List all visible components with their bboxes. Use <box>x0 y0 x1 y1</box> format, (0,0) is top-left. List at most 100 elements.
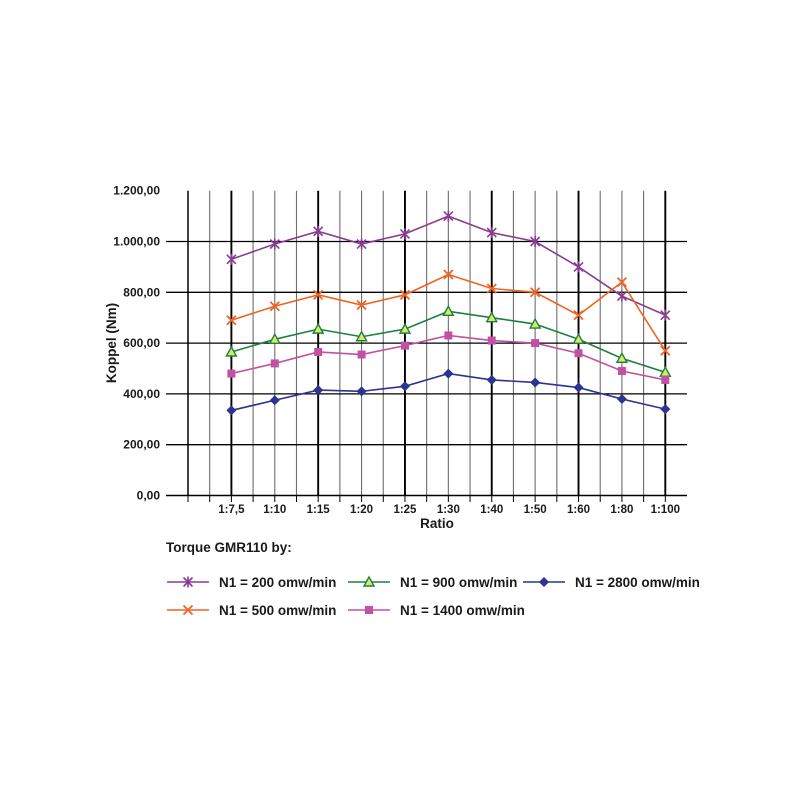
data-point <box>529 287 541 298</box>
data-point <box>399 289 411 300</box>
legend-label: N1 = 200 omw/min <box>219 574 337 590</box>
y-tick-label: 1.200,00 <box>113 184 160 198</box>
data-point <box>573 382 584 393</box>
y-tick-label: 0,00 <box>137 489 161 503</box>
x-tick-label: 1:60 <box>567 504 590 516</box>
y-axis-title: Koppel (Nm) <box>104 303 119 383</box>
data-point <box>528 317 542 329</box>
data-point <box>487 336 496 345</box>
y-tick-label: 200,00 <box>123 438 160 452</box>
data-point <box>616 393 627 404</box>
data-point <box>660 309 671 321</box>
data-point <box>530 236 541 247</box>
data-point <box>365 606 373 614</box>
data-point <box>616 277 628 288</box>
data-point <box>485 311 498 323</box>
legend-label: N1 = 900 omw/min <box>400 574 518 590</box>
data-point <box>442 304 455 317</box>
data-point <box>356 238 367 250</box>
x-tick-label: 1:80 <box>610 504 633 516</box>
legend: Torque GMR110 by: N1 = 200 omw/min N1 = … <box>166 540 700 624</box>
legend-item-n1-900: N1 = 900 omw/min <box>347 574 522 590</box>
x-tick-label: 1:25 <box>393 504 417 516</box>
data-point <box>182 576 194 588</box>
data-point <box>182 604 194 616</box>
x-marker-icon <box>166 602 210 618</box>
y-tick-label: 1.000,00 <box>113 235 160 249</box>
data-point <box>530 377 541 388</box>
axes <box>166 190 687 502</box>
data-point <box>313 289 324 300</box>
legend-item-n1-500: N1 = 500 omw/min <box>166 602 347 618</box>
data-point <box>486 374 497 385</box>
data-point <box>539 577 549 587</box>
x-axis-title: Ratio <box>420 516 454 531</box>
data-point <box>615 351 629 364</box>
y-tick-label: 600,00 <box>123 336 160 350</box>
legend-label: N1 = 1400 omw/min <box>400 602 525 618</box>
data-point <box>270 359 279 368</box>
series-1200 <box>226 210 671 321</box>
data-point <box>574 349 583 358</box>
legend-item-n1-200: N1 = 200 omw/min <box>166 574 347 590</box>
y-tick-label: 800,00 <box>123 285 160 299</box>
data-point <box>486 227 497 239</box>
data-point <box>355 330 368 342</box>
legend-label: N1 = 2800 omw/min <box>575 574 700 590</box>
square-marker-icon <box>347 602 391 618</box>
data-point <box>269 395 280 406</box>
data-point <box>399 228 411 240</box>
legend-item-n1-2800: N1 = 2800 omw/min <box>522 574 700 590</box>
series-1500 <box>226 269 671 356</box>
data-point <box>616 290 627 302</box>
data-point <box>227 369 236 378</box>
data-point <box>356 299 367 311</box>
data-point <box>362 575 376 587</box>
legend-grid: N1 = 200 omw/min N1 = 500 omw/min N1 = 9… <box>166 568 700 624</box>
data-point <box>443 368 454 379</box>
diamond-marker-icon <box>522 574 566 590</box>
x-tick-label: 1:40 <box>480 504 503 516</box>
data-point <box>226 405 237 416</box>
data-point <box>617 367 626 376</box>
data-point <box>313 385 324 396</box>
data-point <box>226 253 237 265</box>
series-12800 <box>226 368 671 416</box>
data-point <box>572 332 585 344</box>
legend-label: N1 = 500 omw/min <box>219 602 337 618</box>
data-point <box>357 350 366 359</box>
triangle-marker-icon <box>347 574 391 590</box>
x-tick-label: 1:100 <box>651 504 680 516</box>
series-lines <box>225 210 672 416</box>
series-11400 <box>227 331 670 384</box>
x-tick-label: 1:7,5 <box>218 504 245 516</box>
x-tick-label: 1:15 <box>307 504 331 516</box>
data-point <box>311 322 325 334</box>
data-point <box>443 269 454 280</box>
data-point <box>398 322 412 334</box>
data-point <box>313 225 324 237</box>
data-point <box>660 345 671 356</box>
data-point <box>226 315 237 326</box>
legend-title: Torque GMR110 by: <box>166 540 292 555</box>
data-point <box>573 310 584 321</box>
y-tick-label: 400,00 <box>123 387 160 401</box>
data-point <box>486 283 497 294</box>
x-tick-label: 1:50 <box>524 504 547 516</box>
data-point <box>399 381 410 392</box>
data-point <box>269 301 280 312</box>
data-point <box>268 332 281 344</box>
data-point <box>225 345 238 357</box>
data-point <box>443 210 454 222</box>
data-point <box>444 331 453 340</box>
x-tick-label: 1:10 <box>263 504 286 516</box>
data-point <box>356 386 367 397</box>
data-point <box>269 238 280 250</box>
data-point <box>531 339 540 348</box>
x-tick-label: 1:30 <box>437 504 460 516</box>
data-point <box>400 341 409 350</box>
x-tick-label: 1:20 <box>350 504 373 516</box>
gridlines <box>166 190 687 496</box>
